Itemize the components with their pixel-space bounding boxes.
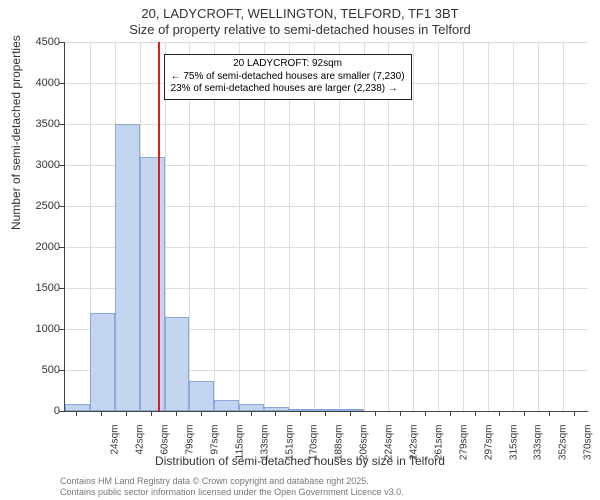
footer-line2: Contains public sector information licen… [60,487,404,497]
x-tick-mark [151,411,152,416]
y-axis-label: Number of semi-detached properties [9,35,23,230]
callout-title: 20 LADYCROFT: 92sqm [171,58,405,71]
gridline-vertical [563,42,564,411]
y-tick-label: 1000 [24,323,60,335]
histogram-bar [239,404,264,411]
histogram-bar [289,409,314,411]
y-tick-label: 3500 [24,118,60,130]
x-tick-mark [126,411,127,416]
x-tick-label: 42sqm [135,424,146,466]
y-tick-label: 2000 [24,241,60,253]
x-tick-mark [275,411,276,416]
x-tick-mark [499,411,500,416]
callout-box: 20 LADYCROFT: 92sqm← 75% of semi-detache… [164,54,412,100]
callout-line-smaller: ← 75% of semi-detached houses are smalle… [171,71,405,84]
gridline-vertical [438,42,439,411]
x-tick-label: 133sqm [259,424,270,466]
gridline-vertical [413,42,414,411]
x-tick-label: 279sqm [458,424,469,466]
gridline-vertical [538,42,539,411]
x-tick-label: 79sqm [185,424,196,466]
x-tick-mark [450,411,451,416]
x-tick-mark [76,411,77,416]
footer-line1: Contains HM Land Registry data © Crown c… [60,476,369,486]
x-tick-mark [251,411,252,416]
y-tick-label: 3000 [24,159,60,171]
histogram-bar [90,313,115,411]
gridline-vertical [513,42,514,411]
x-tick-label: 333sqm [533,424,544,466]
y-tick-label: 0 [24,405,60,417]
x-tick-mark [549,411,550,416]
x-tick-label: 24sqm [110,424,121,466]
histogram-bar [264,407,289,411]
x-tick-label: 352sqm [558,424,569,466]
x-tick-label: 151sqm [284,424,295,466]
y-tick-label: 4500 [24,36,60,48]
histogram-bar [339,409,364,411]
x-tick-label: 261sqm [433,424,444,466]
x-tick-mark [475,411,476,416]
x-tick-label: 60sqm [160,424,171,466]
histogram-bar [140,157,165,411]
plot-area: 20 LADYCROFT: 92sqm← 75% of semi-detache… [64,42,588,412]
x-tick-mark [350,411,351,416]
histogram-bar [115,124,140,411]
y-tick-label: 2500 [24,200,60,212]
x-tick-mark [574,411,575,416]
chart-container: 20, LADYCROFT, WELLINGTON, TELFORD, TF1 … [0,0,600,500]
chart-title-line2: Size of property relative to semi-detach… [0,22,600,37]
histogram-bar [65,404,90,411]
histogram-bar [214,400,239,411]
y-tick-label: 4000 [24,77,60,89]
x-tick-label: 297sqm [483,424,494,466]
x-tick-mark [524,411,525,416]
y-tick-label: 1500 [24,282,60,294]
y-tick-label: 500 [24,364,60,376]
x-tick-mark [176,411,177,416]
gridline-vertical [463,42,464,411]
x-tick-label: 224sqm [384,424,395,466]
gridline-vertical [488,42,489,411]
x-tick-mark [201,411,202,416]
x-tick-mark [400,411,401,416]
histogram-bar [189,381,214,411]
x-tick-label: 170sqm [309,424,320,466]
x-tick-mark [101,411,102,416]
x-tick-label: 206sqm [359,424,370,466]
x-tick-label: 188sqm [334,424,345,466]
x-tick-mark [325,411,326,416]
x-tick-label: 97sqm [209,424,220,466]
x-tick-label: 242sqm [409,424,420,466]
callout-line-larger: 23% of semi-detached houses are larger (… [171,83,405,96]
x-tick-mark [425,411,426,416]
chart-title-line1: 20, LADYCROFT, WELLINGTON, TELFORD, TF1 … [0,6,600,21]
x-tick-mark [300,411,301,416]
x-tick-mark [226,411,227,416]
x-tick-label: 115sqm [234,424,245,466]
gridline-horizontal [65,42,588,43]
x-tick-mark [375,411,376,416]
gridline-horizontal [65,124,588,125]
x-tick-label: 370sqm [583,424,594,466]
x-tick-label: 315sqm [508,424,519,466]
reference-line [158,42,160,411]
histogram-bar [165,317,190,411]
